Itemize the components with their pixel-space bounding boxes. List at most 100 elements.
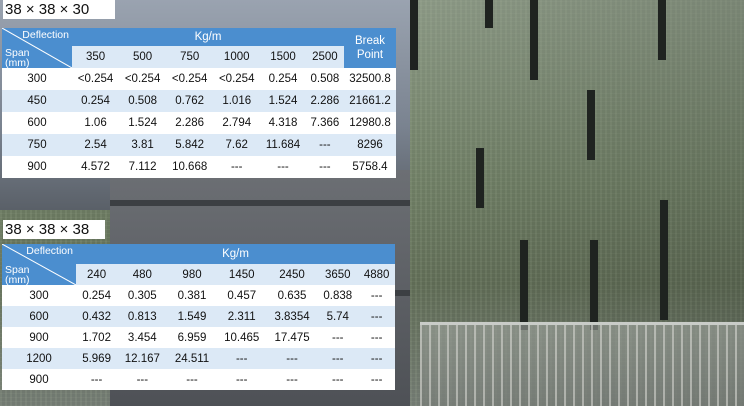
value-cell: 5.842 [175, 139, 205, 151]
table1-col-header: 350 [85, 51, 106, 63]
value-cell: 0.254 [82, 289, 111, 302]
break-cell: 5758.4 [352, 161, 388, 173]
corner-diagonal-line [2, 28, 72, 68]
value-cell: 1.524 [268, 95, 298, 107]
table-row: 900 1.702 3.454 6.959 10.465 17.475 --- … [2, 327, 395, 348]
value-cell: 12.167 [124, 352, 160, 365]
value-cell: 0.305 [127, 289, 157, 302]
value-cell: --- [286, 373, 298, 386]
value-cell: --- [332, 373, 344, 386]
table-row: 900 --- --- --- --- --- --- --- [2, 369, 395, 390]
fence [420, 325, 744, 406]
value-cell: 0.813 [127, 310, 157, 323]
value-cell: 2.286 [175, 117, 205, 129]
fence-rail [420, 322, 744, 325]
table1-header-row: Deflection Span (mm) Kg/m Break Point [2, 28, 396, 68]
corner-deflection-label: Deflection [26, 245, 73, 257]
value-cell: 4.318 [268, 117, 298, 129]
table2-col-header: 4880 [363, 268, 390, 281]
table2-corner-cell: Deflection Span (mm) [2, 244, 76, 285]
value-cell: 0.635 [277, 289, 307, 302]
building-window [590, 240, 598, 330]
value-cell: --- [370, 310, 383, 323]
value-cell: 5.74 [326, 310, 349, 323]
value-cell: 1.016 [222, 95, 252, 107]
break-point-line1: Break [354, 35, 386, 47]
table-row: 900 4.572 7.112 10.668 --- --- --- 5758.… [2, 156, 396, 178]
table2-col-header: 2450 [279, 268, 305, 281]
value-cell: <0.254 [124, 73, 161, 85]
span-cell: 600 [29, 310, 49, 323]
value-cell: --- [319, 161, 331, 173]
value-cell: --- [230, 161, 243, 173]
table2-col-header: 480 [132, 268, 152, 281]
value-cell: 10.668 [172, 161, 208, 173]
value-cell: 3.81 [131, 139, 154, 151]
value-cell: 7.366 [310, 117, 340, 129]
value-cell: 2.794 [222, 117, 252, 129]
value-cell: 0.254 [268, 73, 298, 85]
table2-col-header: 240 [86, 268, 107, 281]
value-cell: 0.838 [323, 289, 353, 302]
corner-diagonal-line [2, 244, 76, 285]
table-row: 600 0.432 0.813 1.549 2.311 3.8354 5.74 … [2, 306, 395, 327]
table2-col-header: 3650 [324, 268, 351, 281]
table-row: 450 0.254 0.508 0.762 1.016 1.524 2.286 … [2, 90, 396, 112]
value-cell: 11.684 [265, 139, 301, 151]
span-cell: 600 [27, 117, 47, 129]
table-row: 1200 5.969 12.167 24.511 --- --- --- --- [2, 348, 395, 369]
value-cell: 1.06 [84, 117, 107, 129]
value-cell: 10.465 [224, 331, 260, 344]
table1-column-header-row: 350 500 750 1000 1500 2500 [2, 46, 396, 68]
value-cell: 0.381 [177, 289, 207, 302]
value-cell: 0.432 [82, 310, 111, 323]
corner-unit-label: (mm) [5, 57, 30, 69]
value-cell: 5.969 [82, 352, 111, 365]
value-cell: 0.762 [175, 95, 205, 107]
value-cell: <0.254 [77, 73, 114, 85]
building-window [658, 0, 666, 60]
table1-break-point-header: Break Point [344, 28, 396, 68]
value-cell: --- [136, 373, 149, 386]
corner-unit-label: (mm) [5, 274, 30, 286]
table-row: 300 0.254 0.305 0.381 0.457 0.635 0.838 … [2, 285, 395, 306]
table1-col-header: 750 [180, 51, 200, 63]
value-cell: 2.311 [227, 310, 256, 323]
span-cell: 900 [29, 331, 49, 344]
table2: Deflection Span (mm) Kg/m 240 480 980 14… [2, 244, 395, 390]
table2-col-header: 1450 [228, 268, 255, 281]
break-cell: 21661.2 [349, 95, 391, 107]
value-cell: 6.959 [177, 331, 207, 344]
table2-group-header: Kg/m [76, 244, 395, 264]
value-cell: 17.475 [274, 331, 310, 344]
break-cell: 8296 [357, 139, 383, 151]
value-cell: <0.254 [171, 73, 208, 85]
break-cell: 32500.8 [349, 73, 391, 85]
value-cell: 2.54 [84, 139, 107, 151]
value-cell: 24.511 [174, 352, 210, 365]
value-cell: 3.8354 [274, 310, 310, 323]
table2-column-header-row: 240 480 980 1450 2450 3650 4880 [2, 264, 395, 285]
span-cell: 450 [27, 95, 47, 107]
value-cell: 4.572 [81, 161, 110, 173]
value-cell: --- [332, 331, 344, 344]
table2-col-header: 980 [182, 268, 202, 281]
table1-group-header: Kg/m [72, 28, 344, 46]
value-cell: 7.62 [225, 139, 248, 151]
table1-col-header: 1500 [270, 51, 296, 63]
value-cell: --- [370, 352, 383, 365]
value-cell: 1.702 [82, 331, 111, 344]
value-cell: 0.508 [310, 73, 340, 85]
value-cell: --- [277, 161, 289, 173]
building-window [660, 200, 668, 320]
corner-deflection-label: Deflection [22, 29, 69, 41]
table1-col-header: 1000 [223, 51, 250, 63]
span-cell: 750 [27, 139, 47, 151]
table1-col-header: 500 [133, 51, 153, 63]
corner-span-label: Span [5, 47, 30, 59]
span-cell: 300 [29, 289, 49, 302]
table1: Deflection Span (mm) Kg/m Break Point 35… [2, 28, 396, 178]
value-cell: 1.524 [128, 117, 157, 129]
value-cell: --- [319, 139, 331, 151]
table1-corner-cell: Deflection Span (mm) [2, 28, 72, 68]
